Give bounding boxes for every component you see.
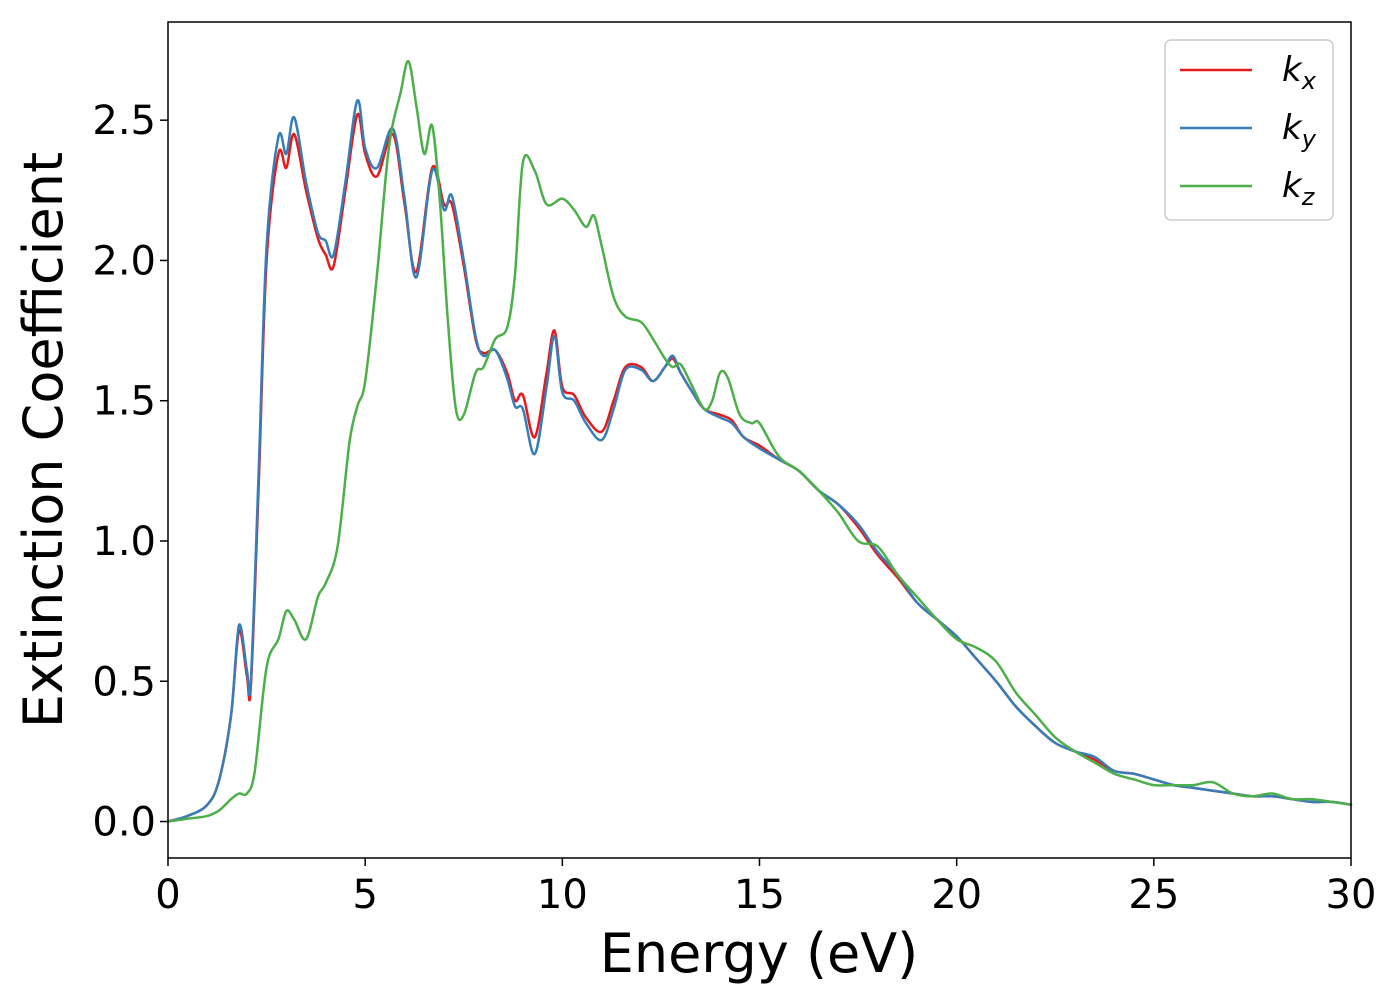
- x-tick-label: 10: [537, 872, 588, 918]
- legend-label-ky: ky: [1282, 108, 1317, 153]
- y-tick-label: 1.5: [92, 379, 156, 425]
- legend-label-kx: kx: [1282, 50, 1317, 95]
- x-tick-label: 20: [931, 872, 982, 918]
- x-tick-label: 0: [155, 872, 180, 918]
- series-line-kz: [166, 60, 1353, 823]
- series-layer: [166, 60, 1353, 823]
- y-tick-label: 0.5: [92, 659, 156, 705]
- y-axis-ticks: 0.0 0.5 1.0 1.5 2.0 2.5: [92, 98, 168, 846]
- x-tick-label: 5: [352, 872, 377, 918]
- y-tick-label: 2.5: [92, 98, 156, 144]
- series-line-ky: [166, 99, 1353, 823]
- y-tick-label: 0.0: [92, 800, 156, 846]
- legend-box: [1164, 39, 1334, 221]
- y-axis-label: Extinction Coefficient: [12, 152, 75, 728]
- legend: kx ky kz: [1164, 39, 1334, 221]
- y-tick-label: 2.0: [92, 238, 156, 284]
- legend-items: kx ky kz: [1180, 50, 1317, 211]
- x-tick-label: 30: [1326, 872, 1377, 918]
- legend-label-kz: kz: [1282, 166, 1316, 211]
- x-tick-label: 15: [734, 872, 785, 918]
- x-axis-ticks: 0 5 10 15 20 25 30: [155, 858, 1376, 918]
- x-axis-label: Energy (eV): [600, 922, 919, 985]
- y-tick-label: 1.0: [92, 519, 156, 565]
- x-tick-label: 25: [1128, 872, 1179, 918]
